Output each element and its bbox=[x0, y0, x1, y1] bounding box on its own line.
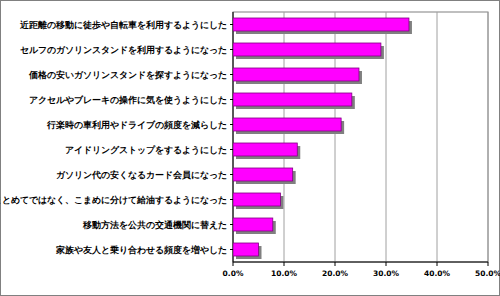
grid-line bbox=[386, 12, 387, 262]
bar bbox=[233, 43, 381, 56]
grid-line bbox=[437, 12, 438, 262]
tick-label: 50.0% bbox=[475, 269, 500, 278]
bar bbox=[233, 68, 359, 81]
bar bbox=[233, 218, 273, 231]
plot-area bbox=[233, 12, 488, 262]
bar bbox=[233, 143, 297, 156]
category-label: ガソリン代の安くなるカード会員になった bbox=[56, 170, 227, 180]
category-tick bbox=[230, 174, 233, 175]
category-label: アイドリングストップをするようにした bbox=[65, 145, 227, 155]
bars bbox=[233, 18, 412, 259]
bar bbox=[233, 93, 352, 106]
tick-mark bbox=[284, 262, 285, 266]
tick-mark bbox=[488, 262, 489, 266]
category-label: アクセルやブレーキの操作に気を使うようにした bbox=[29, 95, 227, 105]
tick-label: 10.0% bbox=[271, 269, 298, 278]
bar bbox=[233, 193, 280, 206]
tick-mark bbox=[233, 262, 234, 266]
tick-mark bbox=[386, 262, 387, 266]
category-tick bbox=[230, 49, 233, 50]
category-tick bbox=[230, 99, 233, 100]
category-label: 価格の安いガソリンスタンドを探すようになった bbox=[28, 70, 227, 80]
category-tick bbox=[230, 249, 233, 250]
category-label: 近距離の移動に徒歩や自転車を利用するようにした bbox=[19, 20, 227, 30]
bar bbox=[233, 18, 409, 31]
category-label: まとめてではなく、こまめに分けて給油するようになった bbox=[0, 195, 227, 205]
chart: 0.0% 10.0% 20.0% 30.0% 40.0% 50.0% 近距離の移動に徒歩や自… bbox=[0, 0, 500, 296]
category-tick bbox=[230, 199, 233, 200]
tick-label: 20.0% bbox=[322, 269, 349, 278]
chart-frame bbox=[1, 1, 500, 296]
category-label: セルフのガソリンスタンドを利用するようになった bbox=[20, 45, 227, 55]
tick-label: 40.0% bbox=[424, 269, 451, 278]
grid-line bbox=[488, 12, 489, 262]
category-label: 行楽時の車利用やドライブの頻度を減らした bbox=[46, 120, 227, 130]
bar bbox=[233, 118, 341, 131]
category-tick bbox=[230, 149, 233, 150]
category-tick bbox=[230, 124, 233, 125]
category-label: 家族や友人と乗り合わせる頻度を増やした bbox=[55, 244, 227, 255]
bar bbox=[233, 168, 293, 181]
category-tick bbox=[230, 24, 233, 25]
x-axis bbox=[233, 262, 488, 263]
bar bbox=[233, 243, 259, 256]
tick-label: 30.0% bbox=[373, 269, 400, 278]
category-label: 移動方法を公共の交通機関に替えた bbox=[82, 220, 227, 230]
category-tick bbox=[230, 224, 233, 225]
tick-mark bbox=[437, 262, 438, 266]
category-tick bbox=[230, 74, 233, 75]
tick-label: 0.0% bbox=[223, 269, 244, 278]
tick-mark bbox=[335, 262, 336, 266]
